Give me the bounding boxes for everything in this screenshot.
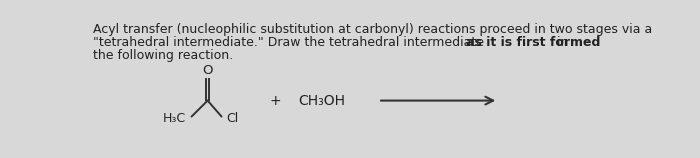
Text: in: in <box>552 36 568 49</box>
Text: Cl: Cl <box>226 112 239 125</box>
Text: O: O <box>202 64 213 77</box>
Text: H₃C: H₃C <box>163 112 186 125</box>
Text: +: + <box>270 94 281 108</box>
Text: "tetrahedral intermediate." Draw the tetrahedral intermediate: "tetrahedral intermediate." Draw the tet… <box>93 36 488 49</box>
Text: as it is first formed: as it is first formed <box>466 36 600 49</box>
Text: the following reaction.: the following reaction. <box>93 49 233 62</box>
Text: CH₃OH: CH₃OH <box>298 94 345 108</box>
Text: Acyl transfer (nucleophilic substitution at carbonyl) reactions proceed in two s: Acyl transfer (nucleophilic substitution… <box>93 23 652 36</box>
